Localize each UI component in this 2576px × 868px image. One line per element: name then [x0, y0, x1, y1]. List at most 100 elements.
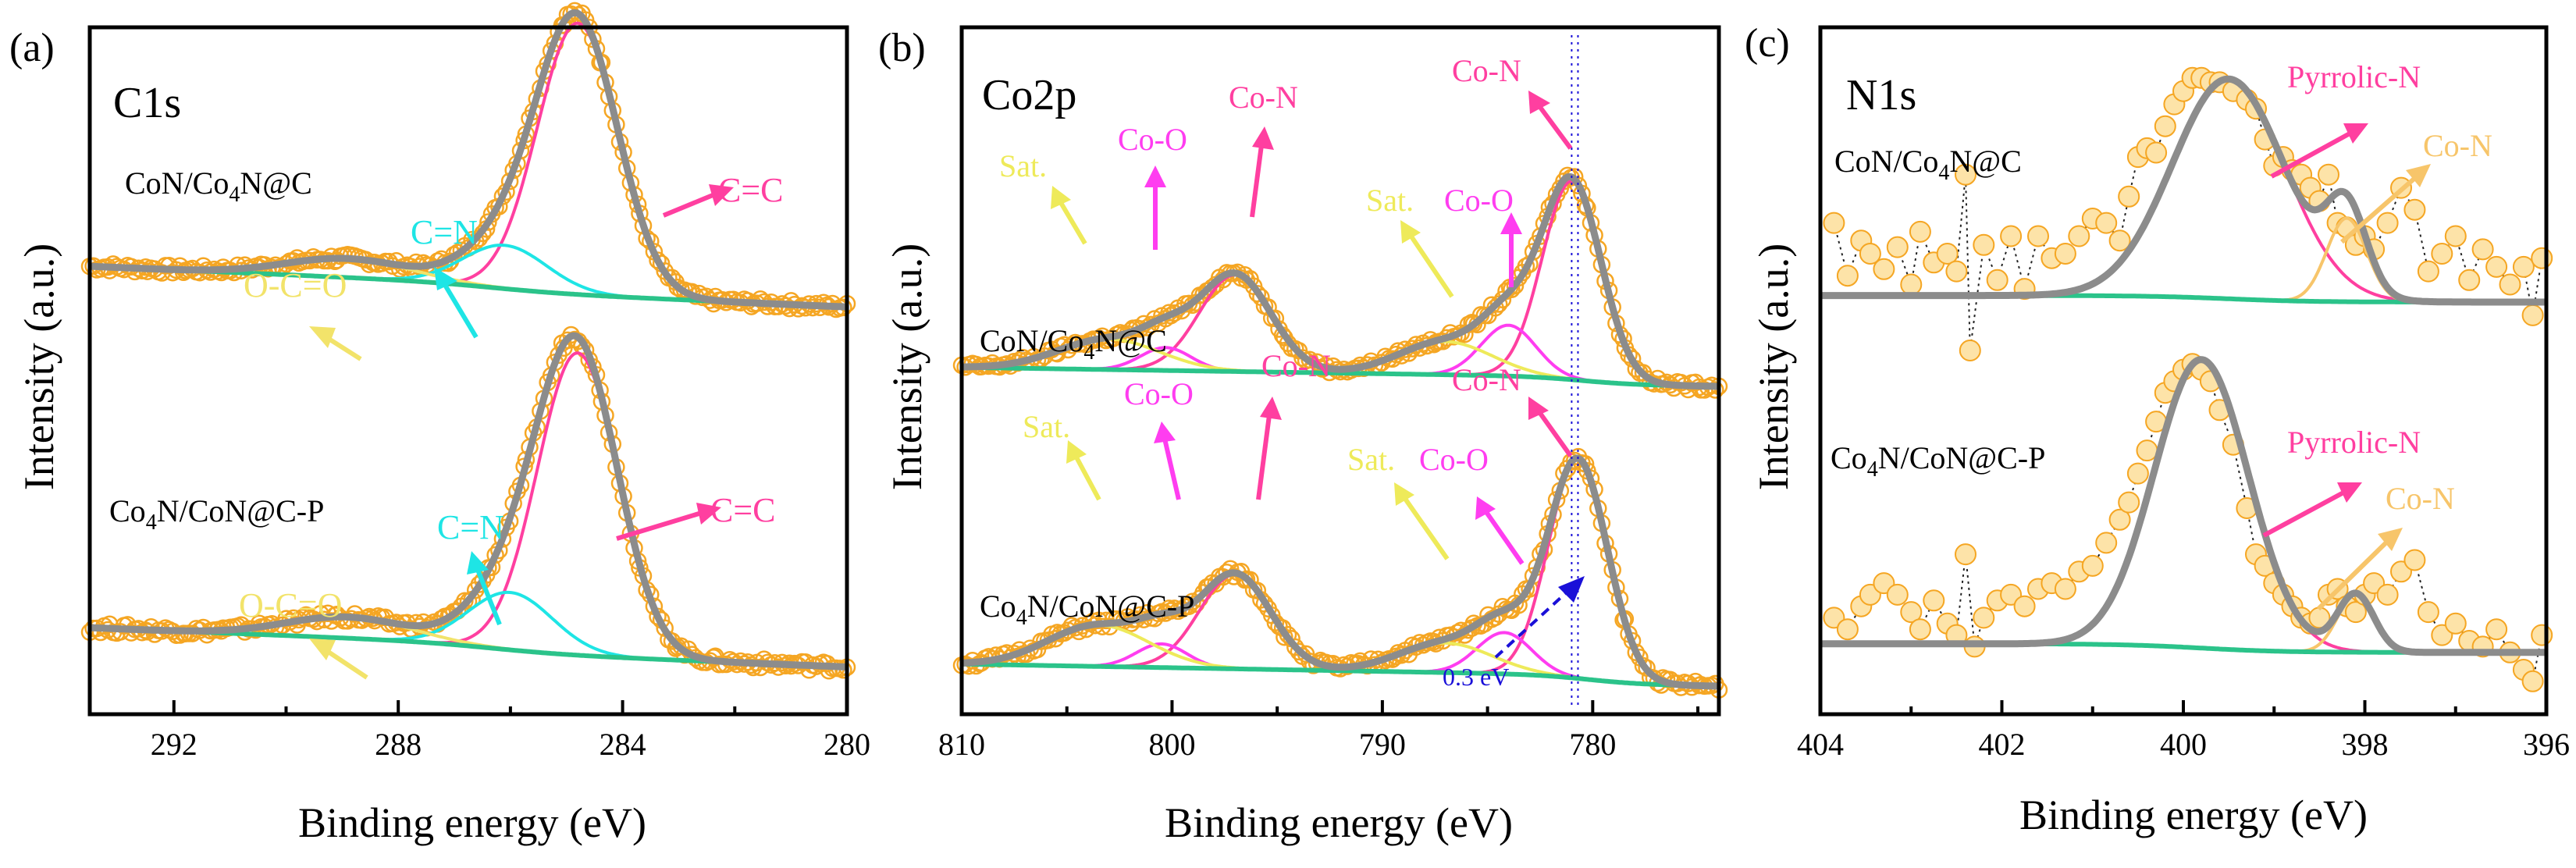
annotation-arrow-sat-4 [1401, 495, 1450, 560]
annotation-label-pyrrolic-2: Pyrrolic-N [2287, 425, 2421, 460]
annotation-arrow-con-2 [1537, 105, 1573, 150]
annotation-label-con-3: Co-N [1261, 348, 1331, 383]
x-axis-label: Binding energy (eV) [298, 799, 646, 846]
x-tick-label: 404 [1797, 727, 1844, 762]
shift-arrowhead [1558, 576, 1585, 603]
x-axis-label: Binding energy (eV) [2019, 792, 2368, 838]
x-tick-label: 288 [375, 727, 422, 762]
data-point [2376, 212, 2399, 234]
annotation-arrowhead-cc-2 [696, 503, 721, 525]
annotation-arrowhead-coo [1144, 165, 1166, 187]
annotation-label-con-n: Co-N [2423, 128, 2492, 163]
data-point [2485, 255, 2508, 278]
annotation-arrow-con [1250, 144, 1264, 218]
data-point [2403, 198, 2426, 221]
annotation-label-sat-4: Sat. [1347, 442, 1395, 477]
background-line [961, 365, 1719, 389]
x-tick-label: 800 [1148, 727, 1195, 762]
panel-letter: (a) [9, 26, 55, 70]
annotation-label-con-2: Co-N [1452, 53, 1521, 88]
annotation-arrowhead-coo-2 [1500, 212, 1522, 234]
annotation-arrowhead-coo-3 [1154, 422, 1176, 443]
annotation-arrowhead-sat-2 [1400, 220, 1421, 244]
annotation-label-occ: O-C=O [244, 266, 347, 304]
sample-label-bottom: Co4N/CoN@C-P [109, 493, 324, 535]
data-point [1248, 582, 1267, 599]
fit-envelope [89, 9, 848, 311]
fit-envelope [1820, 75, 2546, 306]
sample-label-bottom: Co4N/CoN@C-P [1831, 440, 2045, 482]
x-axis: 810 800 790 780 [938, 700, 1700, 762]
data-point [2344, 601, 2367, 624]
data-point [2512, 255, 2535, 278]
panel-n1s: (c) N1s Intensity (a.u.) Binding energy … [1745, 21, 2570, 838]
data-point [1936, 243, 1959, 265]
data-point [2403, 549, 2426, 571]
data-point [1959, 340, 1981, 361]
data-points [1823, 66, 2553, 361]
data-point [2444, 612, 2467, 635]
annotation-arrow-con-n [2340, 174, 2418, 244]
annotation-arrow-cn-2 [475, 568, 502, 626]
x-tick-label: 810 [938, 727, 985, 762]
data-point [2136, 439, 2158, 462]
plot-area [80, 2, 856, 680]
x-tick-label: 780 [1569, 727, 1616, 762]
x-tick-label: 396 [2523, 727, 2570, 762]
annotation-arrow-pyrrolic-2 [2262, 489, 2347, 538]
fit-envelope [962, 173, 1719, 390]
data-point [2485, 618, 2508, 641]
annotation-arrow-coo-4 [1484, 510, 1525, 565]
data-point [2081, 554, 2104, 577]
data-point [2068, 225, 2090, 247]
data-point [1886, 236, 1909, 258]
annotation-arrow-coo-3 [1162, 438, 1181, 500]
annotation-arrowhead-pyrrolic [2343, 123, 2368, 144]
annotation-arrow-con-4 [1537, 411, 1573, 457]
data-point [2108, 229, 2131, 252]
y-axis-label: Intensity (a.u.) [1750, 244, 1797, 490]
data-point [1955, 163, 1976, 186]
data-point [2095, 532, 2118, 554]
annotation-arrowhead-occ [309, 326, 336, 348]
annotation-arrow-occ [325, 335, 362, 361]
data-point [2521, 670, 2544, 692]
plot-frame [87, 25, 849, 717]
plot-frame [959, 25, 1721, 717]
data-point [566, 2, 584, 20]
annotation-arrow-con-n-2 [2316, 538, 2391, 611]
annotation-label-con-n-2: Co-N [2386, 481, 2455, 516]
data-point [1859, 243, 1881, 265]
annotation-arrowhead-pyrrolic-2 [2337, 482, 2362, 503]
annotation-arrow-sat-2 [1407, 233, 1454, 298]
data-point [1836, 618, 1859, 641]
data-points [952, 166, 1728, 399]
annotation-arrowhead-con [1252, 126, 1274, 150]
annotation-arrowhead-sat-3 [1066, 440, 1087, 464]
annotation-label-sat-3: Sat. [1023, 409, 1070, 444]
data-point [1506, 276, 1525, 295]
annotation-label-cc-2: C=C [710, 491, 776, 529]
annotation-arrow-sat [1058, 200, 1087, 245]
data-point [2095, 212, 2118, 234]
panel-letter: (b) [878, 26, 926, 70]
annotation-arrow-occ-2 [323, 647, 368, 680]
data-point [2145, 141, 2168, 164]
annotation-label-con: Co-N [1229, 80, 1298, 115]
fit-envelope [89, 332, 848, 671]
data-point [2154, 115, 2176, 137]
panel-title: Co2p [982, 71, 1076, 119]
annotation-arrowhead-con-n [2406, 164, 2431, 187]
plot-area [1820, 66, 2553, 692]
annotation-label-pyrrolic: Pyrrolic-N [2287, 59, 2421, 94]
panel-co2p: (b) Co2p Intensity (a.u.) Binding energy… [878, 25, 1728, 846]
annotation-label-coo-3: Co-O [1124, 376, 1194, 411]
data-point [1873, 258, 1895, 280]
data-point [1706, 381, 1724, 399]
data-point [2013, 595, 2036, 617]
x-axis: 404 402 400 398 396 [1797, 700, 2570, 762]
annotation-label-coo: Co-O [1118, 122, 1187, 157]
annotation-arrowhead-sat-4 [1394, 482, 1414, 506]
data-point [1945, 260, 1968, 283]
data-point [1909, 618, 1931, 641]
